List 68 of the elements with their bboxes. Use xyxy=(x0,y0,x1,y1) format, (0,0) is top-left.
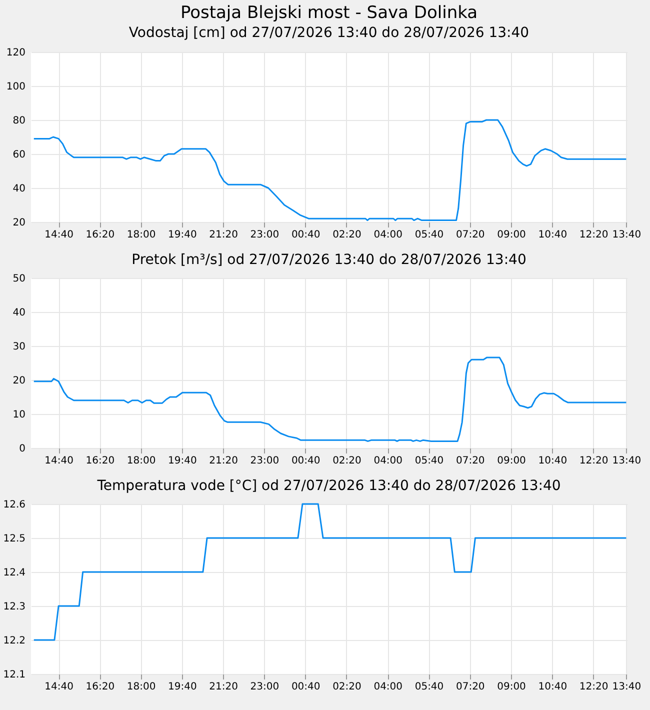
chart-title: Pretok [m³/s] od 27/07/2026 13:40 do 28/07/2026 13:40 xyxy=(132,252,526,268)
x-tick-label: 10:40 xyxy=(538,682,568,692)
y-tick-label: 80 xyxy=(12,116,26,126)
x-tick-label: 04:00 xyxy=(374,456,403,466)
x-tick-label: 02:20 xyxy=(332,682,362,692)
y-tick-label: 10 xyxy=(12,410,26,420)
x-tick-label: 21:20 xyxy=(209,456,238,466)
x-tick-label: 07:20 xyxy=(456,456,485,466)
y-tick-label: 30 xyxy=(12,342,26,352)
x-tick-label: 04:00 xyxy=(374,682,403,692)
x-tick-label: 23:00 xyxy=(250,230,280,240)
y-tick-label: 20 xyxy=(12,376,26,386)
y-tick-label: 100 xyxy=(6,82,26,92)
y-tick-label: 0 xyxy=(19,444,26,454)
x-tick-label: 09:00 xyxy=(497,456,526,466)
y-tick-label: 12.2 xyxy=(3,636,26,646)
y-tick-label: 40 xyxy=(12,184,26,194)
line-series xyxy=(33,356,627,442)
x-tick-label: 00:40 xyxy=(291,682,320,692)
x-tick-label: 21:20 xyxy=(209,230,238,240)
x-tick-label: 19:40 xyxy=(168,456,197,466)
x-tick-label: 07:20 xyxy=(456,230,485,240)
y-tick-label: 12.4 xyxy=(3,568,26,578)
x-tick-label: 16:20 xyxy=(86,456,115,466)
x-tick-label: 19:40 xyxy=(168,682,197,692)
x-tick-label: 09:00 xyxy=(497,682,526,692)
x-tick-label: 18:00 xyxy=(126,230,156,240)
x-tick-label: 16:20 xyxy=(86,682,115,692)
x-tick-label: 13:40 xyxy=(612,456,642,466)
x-tick-label: 09:00 xyxy=(497,230,526,240)
x-tick-label: 14:40 xyxy=(44,230,74,240)
x-tick-label: 10:40 xyxy=(538,456,568,466)
x-tick-label: 13:40 xyxy=(612,230,642,240)
x-tick-label: 05:40 xyxy=(414,456,444,466)
chart-title: Temperatura vode [°C] od 27/07/2026 13:40 do 28/07/2026 13:40 xyxy=(96,478,561,494)
x-tick-label: 10:40 xyxy=(538,230,568,240)
x-tick-label: 00:40 xyxy=(291,456,320,466)
x-tick-label: 12:20 xyxy=(579,230,608,240)
x-tick-label: 02:20 xyxy=(332,456,362,466)
x-tick-label: 12:20 xyxy=(579,682,608,692)
x-tick-label: 23:00 xyxy=(250,682,280,692)
chart-title: Postaja Blejski most - Sava Dolinka xyxy=(180,3,478,23)
x-tick-label: 02:20 xyxy=(332,230,362,240)
y-tick-label: 40 xyxy=(12,308,26,318)
x-tick-label: 05:40 xyxy=(414,682,444,692)
y-tick-label: 60 xyxy=(12,150,26,160)
y-tick-label: 12.3 xyxy=(3,602,26,612)
x-tick-label: 14:40 xyxy=(44,456,74,466)
chart-subtitle: Vodostaj [cm] od 27/07/2026 13:40 do 28/07/2026 13:40 xyxy=(128,25,530,41)
x-tick-label: 23:00 xyxy=(250,456,280,466)
y-tick-label: 50 xyxy=(12,274,26,284)
x-tick-label: 05:40 xyxy=(414,230,444,240)
y-tick-label: 12.1 xyxy=(3,670,26,680)
x-tick-label: 21:20 xyxy=(209,682,238,692)
x-tick-label: 07:20 xyxy=(456,682,485,692)
x-tick-label: 14:40 xyxy=(44,682,74,692)
y-tick-label: 12.6 xyxy=(3,500,26,510)
x-tick-label: 13:40 xyxy=(612,682,642,692)
x-tick-label: 12:20 xyxy=(579,456,608,466)
y-tick-label: 12.5 xyxy=(3,534,26,544)
x-tick-label: 19:40 xyxy=(168,230,197,240)
x-tick-label: 00:40 xyxy=(291,230,320,240)
y-tick-label: 120 xyxy=(6,48,26,58)
y-tick-label: 20 xyxy=(12,218,26,228)
x-tick-label: 18:00 xyxy=(126,456,156,466)
x-tick-label: 18:00 xyxy=(126,682,156,692)
x-tick-label: 04:00 xyxy=(374,230,403,240)
x-tick-label: 16:20 xyxy=(86,230,115,240)
